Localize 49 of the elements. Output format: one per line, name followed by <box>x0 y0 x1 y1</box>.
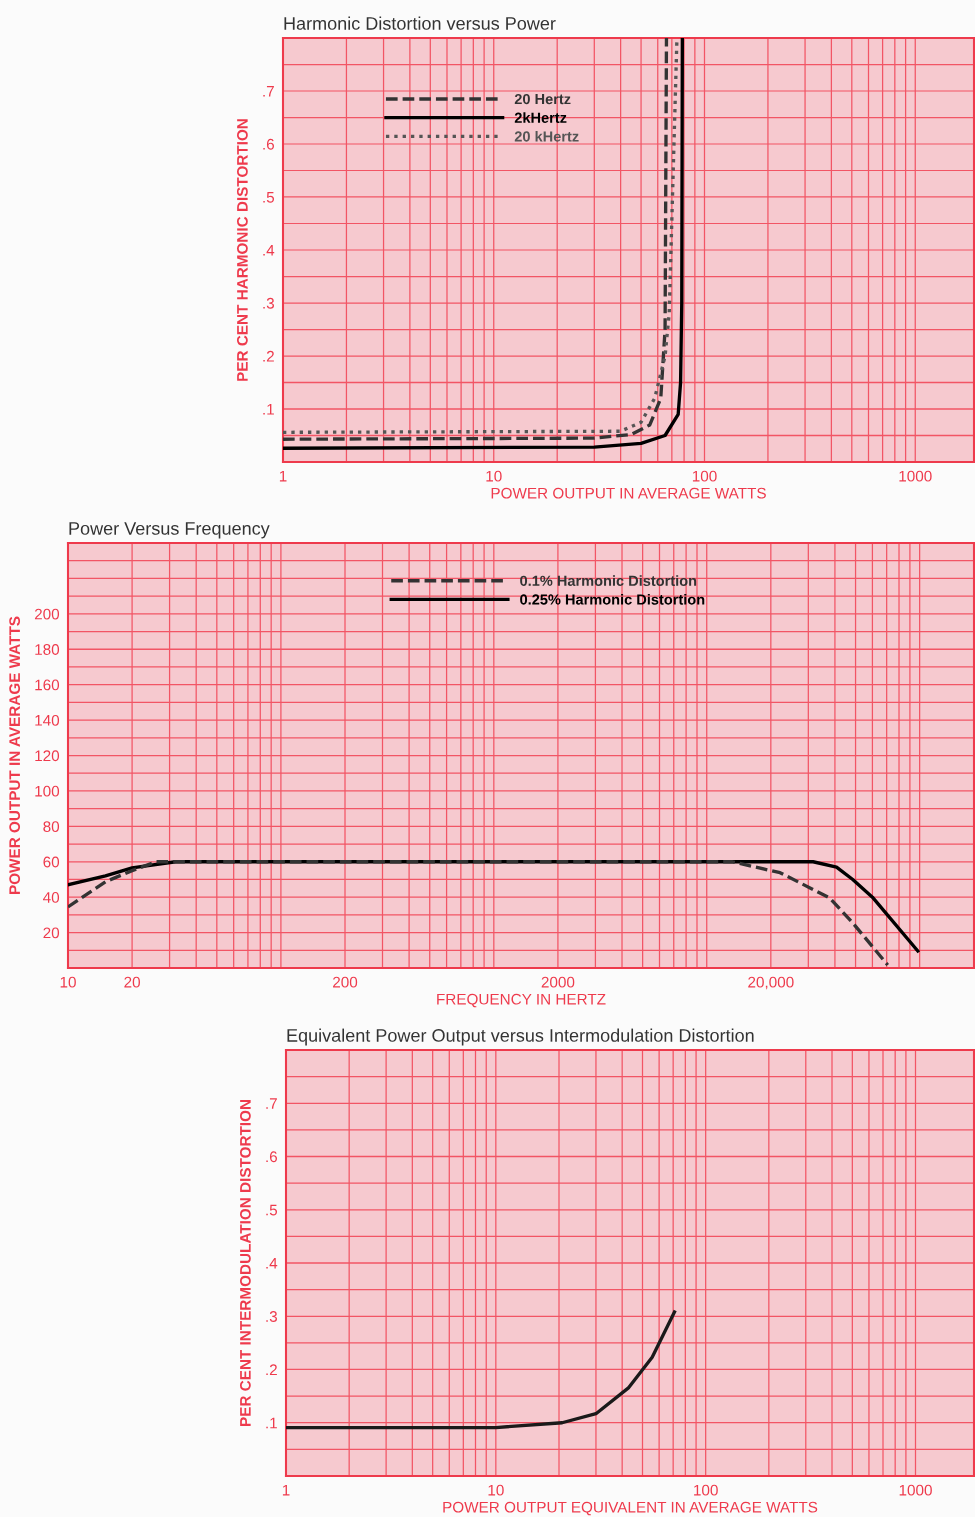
x-tick-label: 100 <box>692 470 717 482</box>
y-tick-label: .6 <box>263 138 274 150</box>
y-tick-label: .5 <box>263 192 275 203</box>
y-tick-label: .1 <box>263 404 274 415</box>
x-tick-label: 1000 <box>899 470 932 482</box>
y-tick-label: .6 <box>266 1151 277 1163</box>
y-tick-label: .7 <box>263 86 274 97</box>
y-axis-title: PER CENT INTERMODULATION DISTORTION <box>239 1100 251 1426</box>
x-tick-label: 10 <box>488 1484 504 1496</box>
y-tick-label: 140 <box>35 714 60 726</box>
y-tick-label: 60 <box>43 856 60 868</box>
chart-title: Harmonic Distortion versus Power <box>284 16 556 30</box>
x-tick-label: 20,000 <box>748 976 794 990</box>
x-axis-title: FREQUENCY IN HERTZ <box>437 993 606 1008</box>
y-tick-label: 40 <box>43 892 60 903</box>
y-tick-label: 100 <box>35 785 60 797</box>
text: 0.25% Harmonic Distortion <box>520 593 705 605</box>
y-tick-label: .5 <box>266 1204 278 1216</box>
x-tick-label: 2000 <box>541 976 575 988</box>
text: 20 Hertz <box>514 93 571 105</box>
y-tick-label: 180 <box>35 644 60 655</box>
y-tick-label: 160 <box>35 679 60 691</box>
y-axis-title: POWER OUTPUT IN AVERAGE WATTS <box>9 616 21 894</box>
y-tick-label: 20 <box>43 927 60 939</box>
y-tick-label: .4 <box>266 1258 278 1269</box>
chart-title: Equivalent Power Output versus Intermodulation Distortion <box>287 1028 754 1046</box>
x-axis-title: POWER OUTPUT EQUIVALENT IN AVERAGE WATTS <box>443 1501 818 1516</box>
y-tick-label: 200 <box>34 608 60 620</box>
y-tick-label: .3 <box>266 1311 277 1322</box>
y-tick-label: .2 <box>263 350 274 362</box>
y-tick-label: .3 <box>263 297 274 309</box>
x-tick-label: 10 <box>60 976 76 988</box>
y-tick-label: .4 <box>263 245 275 256</box>
text: 2kHertz <box>514 112 567 123</box>
x-tick-label: 200 <box>333 976 358 988</box>
y-tick-label: .1 <box>266 1417 277 1429</box>
x-tick-label: 10 <box>486 470 502 482</box>
y-tick-label: 80 <box>43 821 60 833</box>
x-axis-title: POWER OUTPUT IN AVERAGE WATTS <box>491 487 766 499</box>
x-tick-label: 1 <box>282 1484 290 1496</box>
x-tick-label: 1 <box>279 470 287 482</box>
y-axis-title: PER CENT HARMONIC DISTORTION <box>236 119 248 381</box>
x-tick-label: 1000 <box>899 1484 932 1496</box>
y-tick-label: 120 <box>35 750 60 762</box>
x-tick-label: 20 <box>124 976 140 988</box>
y-tick-label: .2 <box>266 1364 277 1376</box>
chart-title: Power Versus Frequency <box>69 522 270 539</box>
x-tick-label: 100 <box>694 1484 718 1496</box>
y-tick-label: .7 <box>266 1098 277 1109</box>
